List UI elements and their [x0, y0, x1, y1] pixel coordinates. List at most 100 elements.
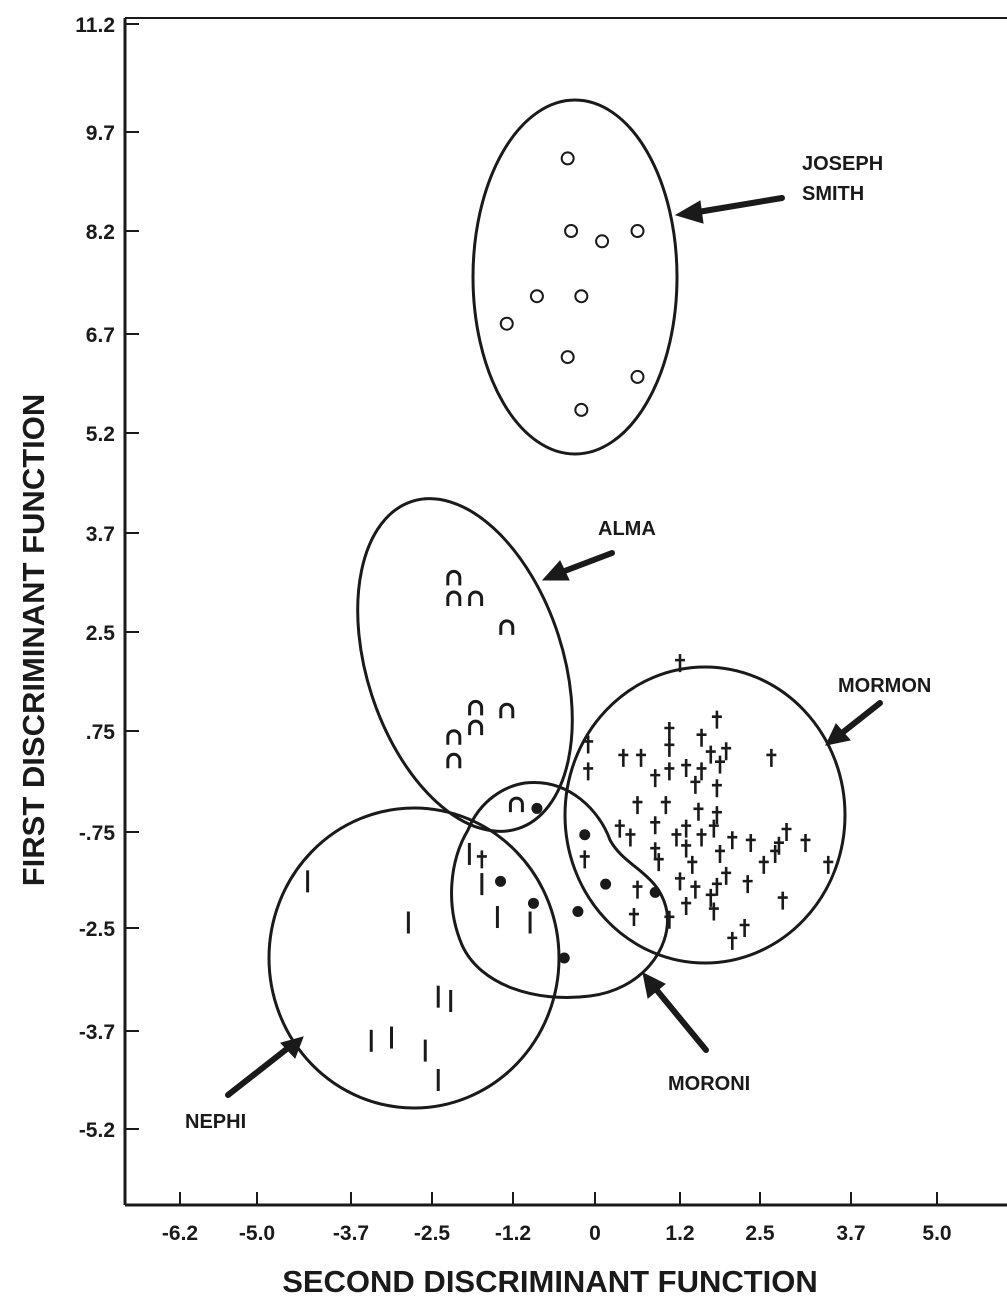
mormon-point	[696, 762, 707, 781]
moroni-region	[450, 781, 669, 999]
alma-label: ALMA	[598, 518, 656, 540]
nephi-points	[306, 842, 532, 1091]
alma-point	[499, 619, 515, 635]
alma-point	[508, 796, 524, 813]
moroni-point	[531, 802, 543, 814]
mormon-point	[708, 819, 719, 838]
alma-point	[468, 719, 484, 736]
mormon-point	[770, 844, 781, 863]
mormon-point	[664, 738, 675, 757]
mormon-point	[739, 919, 750, 937]
group-arrows	[225, 195, 883, 1098]
moroni-point	[600, 878, 612, 890]
mormon-point	[708, 902, 719, 921]
joseph-smith-point	[560, 350, 575, 365]
alma-point	[468, 590, 484, 606]
mormon-point	[727, 931, 738, 950]
mormon-point	[766, 748, 777, 767]
mormon-point	[681, 819, 692, 838]
moroni-point	[579, 829, 591, 841]
mormon-point	[800, 833, 811, 852]
data-points	[306, 151, 834, 1091]
y-tick-label: -5.2	[79, 1119, 115, 1142]
mormon-point	[777, 891, 788, 910]
mormon-point	[664, 910, 675, 929]
mormon-point	[781, 823, 792, 841]
joseph-smith-point	[574, 402, 589, 417]
moroni-points	[495, 802, 661, 964]
alma-point	[499, 702, 515, 719]
mormon-point	[715, 755, 725, 774]
mormon-point	[727, 831, 738, 850]
y-tick-label: .75	[86, 721, 116, 744]
mormon-point	[693, 802, 704, 821]
mormon-point	[664, 722, 675, 740]
y-tick-label: 11.2	[75, 14, 115, 37]
moroni-label: MORONI	[668, 1073, 750, 1095]
mormon-point	[579, 850, 590, 869]
x-axis-title: SECOND DISCRIMINANT FUNCTION	[282, 1264, 818, 1299]
mormon-point	[628, 908, 639, 927]
joseph-smith-point	[564, 224, 579, 238]
mormon-point	[715, 844, 725, 863]
mormon-point	[650, 769, 661, 788]
mormon-point	[705, 745, 716, 764]
joseph-smith-point	[499, 316, 514, 331]
mormon-point	[636, 748, 647, 767]
mormon-point	[681, 839, 692, 858]
x-tick-label: -1.2	[495, 1222, 531, 1245]
y-tick-label: -3.7	[79, 1021, 115, 1044]
mormon-point	[711, 877, 722, 896]
mormon-point	[711, 779, 722, 798]
joseph-smith-arrow	[695, 195, 785, 215]
alma-point	[446, 590, 462, 606]
mormon-point	[650, 816, 661, 835]
nephi-region	[267, 806, 561, 1110]
mormon-point	[618, 748, 629, 767]
y-tick-label: 6.7	[86, 324, 115, 347]
joseph-smith-label-line1: JOSEPH	[802, 153, 883, 175]
alma-region	[356, 497, 574, 833]
mormon-label: MORMON	[838, 675, 931, 697]
mormon-point	[696, 728, 707, 747]
mormon-point	[476, 850, 487, 869]
mormon-point	[625, 828, 636, 847]
moroni-point	[572, 906, 584, 918]
joseph-smith-arrowhead-icon	[674, 200, 704, 224]
mormon-point	[742, 875, 753, 894]
mormon-point	[711, 710, 722, 729]
x-axis-ticks: -6.2 -5.0 -3.7 -2.5 -1.2 0 1.2 2.5 3.7 5.0	[162, 1192, 952, 1245]
group-regions	[267, 98, 847, 1110]
mormon-point	[696, 828, 707, 847]
mormon-point	[614, 819, 625, 838]
mormon-point	[653, 853, 664, 872]
y-tick-label: 5.2	[86, 423, 115, 446]
mormon-arrow	[839, 700, 883, 736]
mormon-point	[632, 880, 643, 899]
mormon-points	[476, 654, 834, 950]
mormon-point	[675, 654, 685, 673]
moroni-arrow	[652, 985, 709, 1053]
alma-point	[446, 569, 462, 586]
x-tick-label: -6.2	[162, 1222, 198, 1245]
x-tick-label: 2.5	[745, 1222, 775, 1245]
y-tick-label: -.75	[79, 822, 116, 845]
mormon-point	[583, 735, 594, 754]
moroni-point	[649, 886, 661, 898]
alma-arrow	[559, 550, 615, 575]
alma-point	[468, 699, 484, 716]
mormon-point	[660, 796, 671, 815]
joseph-smith-point	[630, 224, 645, 238]
y-axis-title: FIRST DISCRIMINANT FUNCTION	[16, 394, 51, 887]
x-tick-label: -2.5	[414, 1222, 451, 1245]
x-tick-label: 3.7	[836, 1222, 865, 1245]
joseph-smith-region	[471, 98, 679, 456]
mormon-point	[632, 796, 643, 815]
mormon-point	[690, 880, 701, 899]
mormon-point	[823, 855, 834, 874]
x-tick-label: 5.0	[922, 1222, 951, 1245]
x-tick-label: -3.7	[333, 1222, 369, 1245]
x-tick-label: 0	[589, 1222, 601, 1245]
y-tick-label: 9.7	[86, 122, 115, 145]
joseph-smith-point	[574, 289, 589, 304]
